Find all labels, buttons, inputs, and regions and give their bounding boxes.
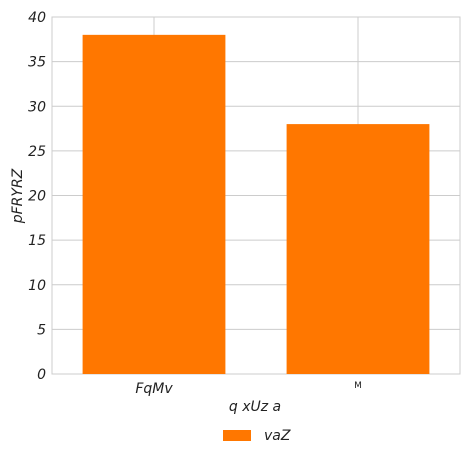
bar-fqmv: [83, 35, 226, 374]
y-tick-label: 15: [28, 233, 46, 249]
y-tick-label: 10: [28, 278, 46, 294]
x-axis-label: q xUz a: [229, 399, 281, 415]
legend-label: vaZ: [264, 428, 291, 444]
x-tick-label: M: [354, 381, 362, 391]
y-tick-labels: 0 5 10 15 20 25 30 35 40: [28, 10, 46, 383]
y-tick-label: 30: [28, 99, 46, 115]
y-tick-label: 35: [28, 55, 46, 71]
legend: vaZ: [223, 428, 291, 444]
x-tick-labels: FqMv M: [135, 381, 362, 397]
x-tick-label: FqMv: [135, 381, 173, 397]
y-tick-label: 40: [28, 10, 46, 26]
legend-swatch: [223, 430, 251, 441]
y-tick-label: 20: [28, 189, 46, 205]
y-axis-label: pFRYRZ: [10, 168, 26, 224]
y-tick-label: 0: [37, 367, 46, 383]
y-tick-label: 5: [37, 322, 46, 338]
bar-m: [287, 124, 430, 374]
y-tick-label: 25: [28, 144, 46, 160]
